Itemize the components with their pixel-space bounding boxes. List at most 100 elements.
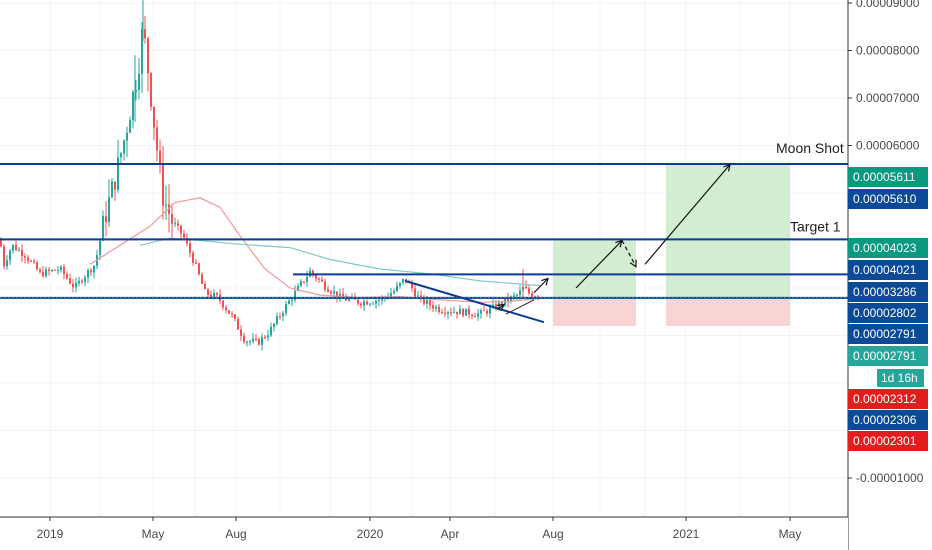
candle-171 bbox=[513, 292, 515, 302]
x-tick-label-1: May bbox=[142, 527, 165, 541]
candle-48 bbox=[144, 15, 146, 44]
candle-130 bbox=[390, 287, 392, 298]
svg-text:0.00004023: 0.00004023 bbox=[853, 241, 917, 255]
candle-6 bbox=[18, 246, 20, 252]
candle-3 bbox=[9, 248, 11, 266]
candle-103 bbox=[309, 267, 311, 278]
candle-141 bbox=[423, 294, 425, 307]
candle-138 bbox=[414, 283, 416, 300]
horizontal-levels bbox=[0, 162, 848, 299]
candle-95 bbox=[285, 300, 287, 317]
candle-21 bbox=[63, 264, 65, 280]
candle-61 bbox=[183, 229, 185, 241]
candle-67 bbox=[201, 272, 203, 285]
candle-102 bbox=[306, 270, 308, 287]
candle-45 bbox=[135, 79, 137, 101]
candle-73 bbox=[219, 289, 221, 305]
candle-120 bbox=[360, 302, 362, 309]
candle-155 bbox=[465, 308, 467, 316]
candle-110 bbox=[330, 289, 332, 297]
candle-43 bbox=[129, 116, 131, 133]
y-tick-label-0: 0.00009000 bbox=[856, 0, 920, 10]
candle-162 bbox=[486, 308, 488, 317]
candle-119 bbox=[357, 298, 359, 306]
trendline-down bbox=[404, 279, 545, 324]
candle-125 bbox=[375, 299, 377, 309]
candle-153 bbox=[459, 304, 461, 315]
candle-107 bbox=[321, 276, 323, 283]
candle-88 bbox=[264, 334, 266, 340]
svg-text:0.00002301: 0.00002301 bbox=[853, 434, 917, 448]
price-tag-8: 0.00002312 bbox=[848, 389, 928, 409]
candle-54 bbox=[162, 145, 164, 220]
candle-19 bbox=[57, 266, 59, 275]
candle-23 bbox=[69, 273, 71, 285]
candle-77 bbox=[231, 310, 233, 319]
candle-158 bbox=[474, 313, 476, 318]
candle-170 bbox=[510, 295, 512, 304]
candle-91 bbox=[273, 322, 275, 332]
candle-46 bbox=[138, 57, 140, 100]
candle-143 bbox=[429, 297, 431, 311]
candle-113 bbox=[339, 288, 341, 303]
candle-109 bbox=[327, 285, 329, 293]
candle-108 bbox=[324, 278, 326, 293]
candle-137 bbox=[411, 279, 413, 292]
candle-8 bbox=[24, 253, 26, 264]
x-tick-label-4: Apr bbox=[441, 527, 460, 541]
y-tick-label-1: 0.00008000 bbox=[856, 44, 920, 58]
candle-134 bbox=[402, 278, 404, 286]
stop-zone-1 bbox=[553, 297, 636, 326]
candle-64 bbox=[192, 250, 194, 266]
price-tag-7: 0.00002791 bbox=[848, 346, 928, 366]
price-tag-5: 0.00002802 bbox=[848, 303, 928, 323]
candle-148 bbox=[444, 306, 446, 318]
candle-13 bbox=[39, 267, 41, 274]
candle-74 bbox=[222, 299, 224, 311]
projection-arrow-0 bbox=[533, 277, 549, 294]
candle-12 bbox=[36, 260, 38, 271]
candle-18 bbox=[54, 269, 56, 271]
annotation-0: Moon Shot bbox=[776, 140, 844, 156]
candle-42 bbox=[126, 126, 128, 158]
candle-1 bbox=[3, 243, 5, 270]
candle-17 bbox=[51, 268, 53, 273]
candle-151 bbox=[453, 306, 455, 314]
x-tick-label-2: Aug bbox=[225, 527, 246, 541]
candle-90 bbox=[270, 322, 272, 337]
candle-124 bbox=[372, 301, 374, 305]
y-tick-label-7: -0.00001000 bbox=[856, 471, 924, 485]
candle-30 bbox=[90, 267, 92, 276]
candle-52 bbox=[156, 119, 158, 162]
x-axis-ticks: 2019 May Aug 2020 Apr Aug 2021 May bbox=[37, 517, 801, 541]
svg-text:0.00003286: 0.00003286 bbox=[853, 285, 917, 299]
candle-106 bbox=[318, 277, 320, 283]
candle-176 bbox=[528, 285, 530, 296]
trendline-up bbox=[505, 299, 535, 315]
candle-87 bbox=[261, 333, 263, 351]
svg-text:0.00004021: 0.00004021 bbox=[853, 263, 917, 277]
candle-149 bbox=[447, 310, 449, 320]
candle-31 bbox=[93, 265, 95, 279]
candle-33 bbox=[99, 239, 101, 260]
candle-146 bbox=[438, 304, 440, 315]
candle-111 bbox=[333, 285, 335, 299]
annotations: Moon Shot Target 1 bbox=[776, 140, 844, 234]
candle-98 bbox=[294, 285, 296, 303]
target-zone-2 bbox=[666, 163, 790, 298]
candle-51 bbox=[153, 106, 155, 141]
candle-140 bbox=[420, 290, 422, 303]
candle-78 bbox=[234, 314, 236, 322]
moving-average-slow bbox=[139, 237, 541, 287]
candle-4 bbox=[12, 244, 14, 254]
candle-86 bbox=[258, 337, 260, 346]
candlestick-series bbox=[0, 0, 539, 351]
candle-9 bbox=[27, 255, 29, 265]
svg-text:0.00002306: 0.00002306 bbox=[853, 413, 917, 427]
candle-63 bbox=[189, 237, 191, 258]
price-tag-4: 0.00003286 bbox=[848, 282, 928, 302]
projection-arrow-4 bbox=[496, 303, 506, 312]
svg-text:0.00005610: 0.00005610 bbox=[853, 192, 917, 206]
candle-47 bbox=[141, 22, 143, 94]
